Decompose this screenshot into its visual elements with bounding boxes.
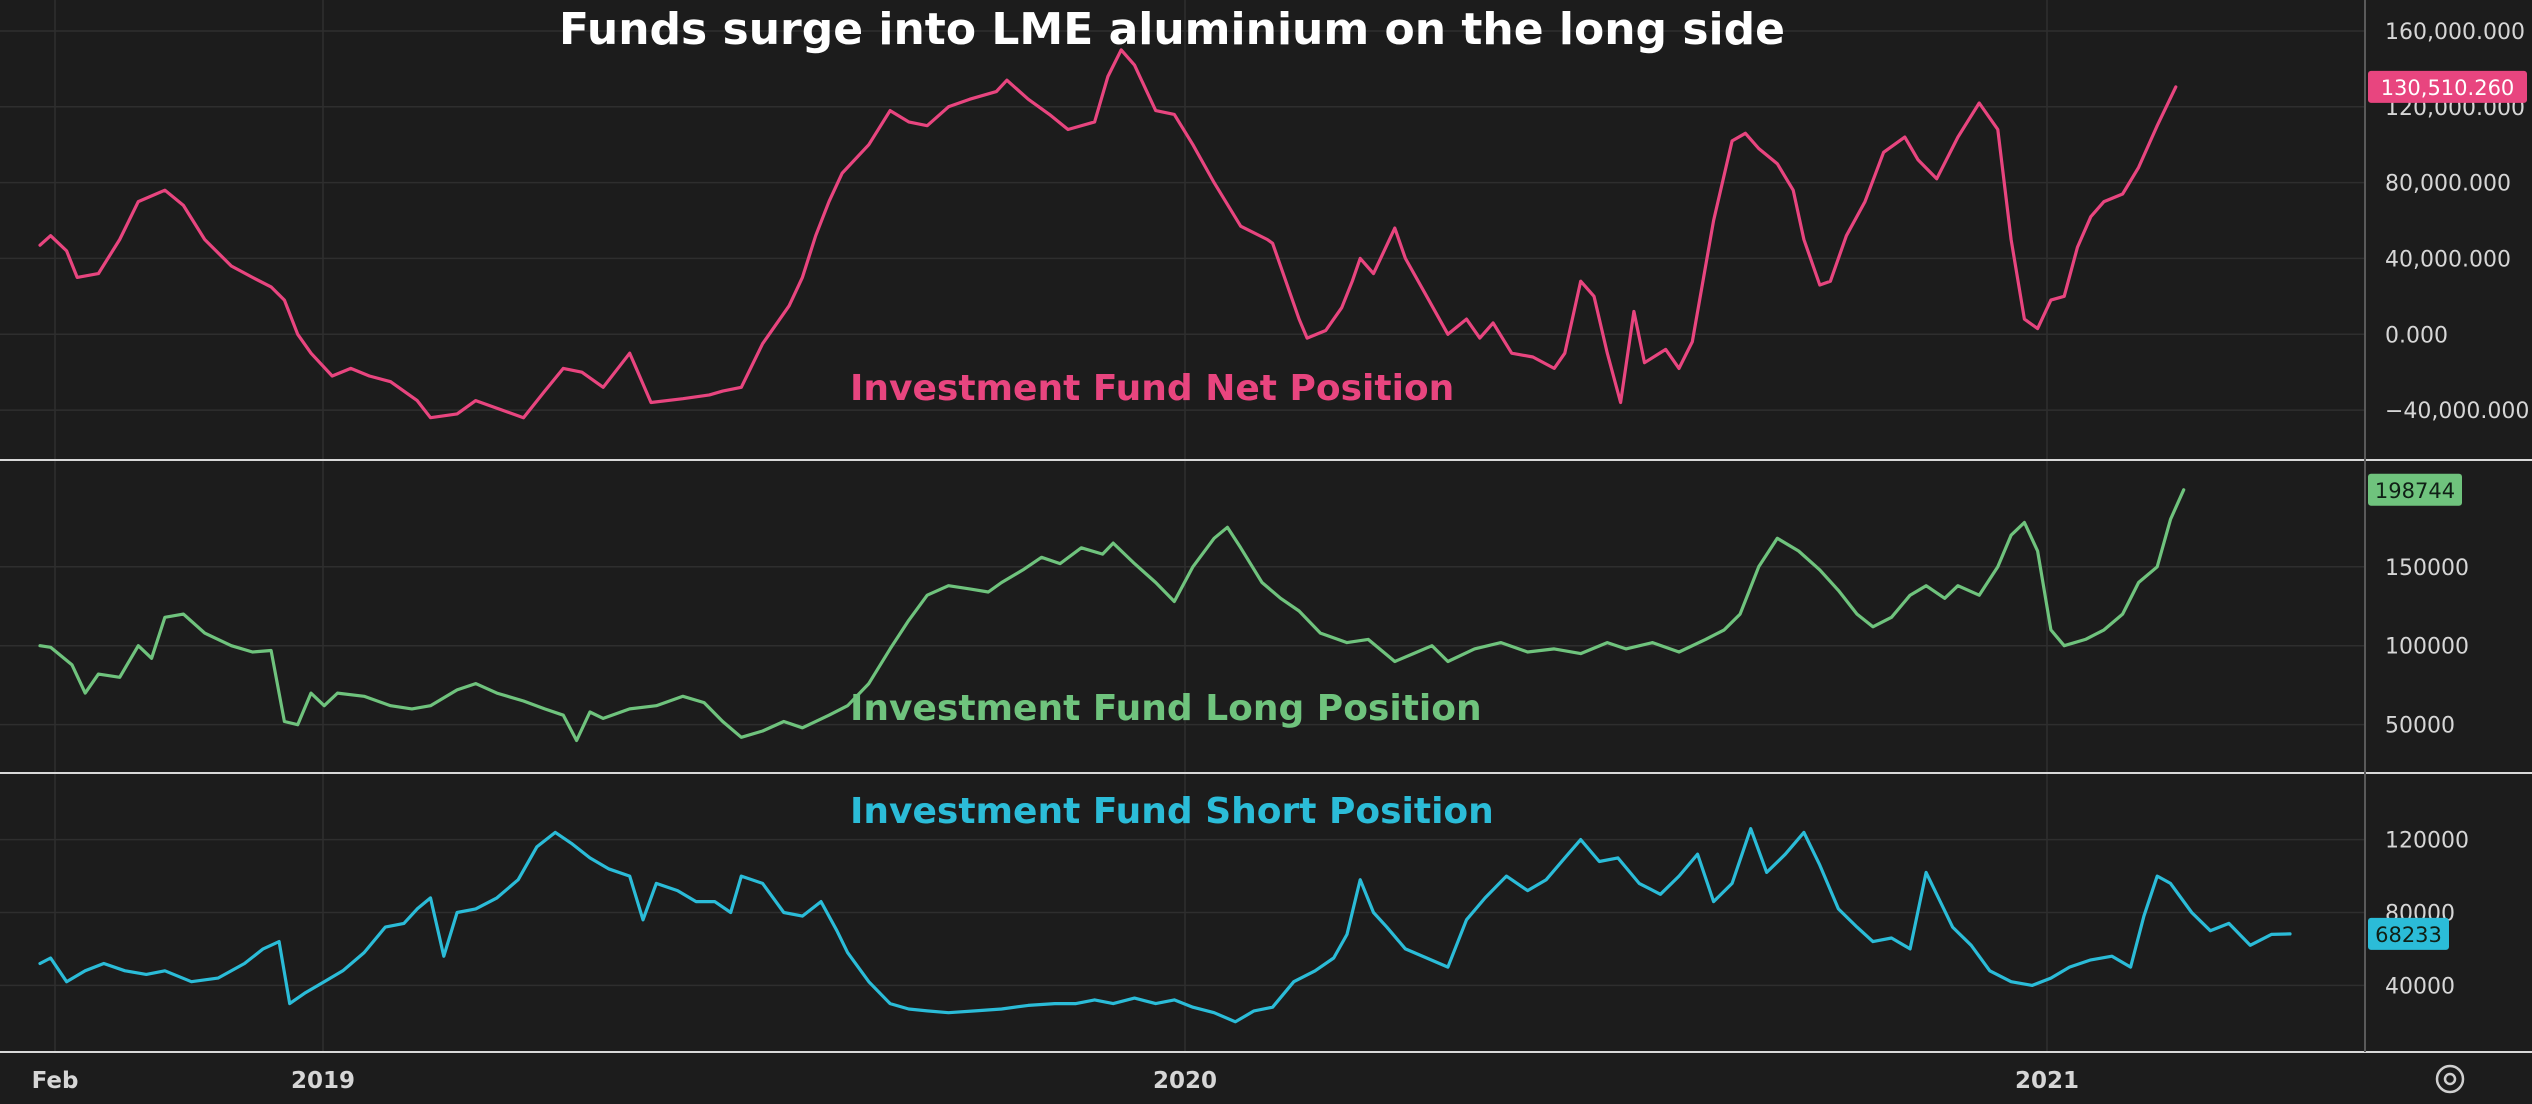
y-tick-label: 100000: [2385, 635, 2469, 660]
y-tick-label: 0.000: [2385, 323, 2448, 348]
y-tick-label: 40000: [2385, 974, 2455, 999]
x-tick-label: 2019: [291, 1068, 355, 1094]
grid-lines: [0, 0, 2365, 1052]
y-tick-label: 50000: [2385, 714, 2455, 739]
last-value-badge: 130,510.260: [2368, 70, 2527, 103]
last-value-text: 68233: [2375, 923, 2442, 947]
y-tick-label: −40,000.000: [2385, 399, 2529, 424]
last-value-badge: 198744: [2368, 473, 2462, 506]
gear-icon: [2435, 1064, 2465, 1094]
last-value-text: 130,510.260: [2381, 76, 2515, 100]
last-value-badge-bg: [2368, 70, 2527, 103]
y-tick-label: 160,000.000: [2385, 20, 2525, 45]
series-line-0: [38, 48, 2178, 420]
y-tick-label: 80,000.000: [2385, 172, 2511, 197]
series-line-1: [38, 488, 2186, 743]
settings-button[interactable]: [2435, 1064, 2465, 1094]
long-position-label: Investment Fund Long Position: [850, 688, 1482, 729]
series-line-2: [38, 827, 2292, 1024]
last-value-badge: 68233: [2368, 917, 2449, 950]
net-position-label: Investment Fund Net Position: [850, 368, 1454, 409]
last-value-badge-bg: [2368, 473, 2462, 506]
x-tick-label: 2021: [2015, 1068, 2079, 1094]
chart-title: Funds surge into LME aluminium on the lo…: [559, 4, 1785, 55]
last-value-badge-bg: [2368, 917, 2449, 950]
last-value-text: 198744: [2375, 479, 2455, 503]
short-position-label: Investment Fund Short Position: [850, 791, 1494, 832]
y-tick-label: 120000: [2385, 829, 2469, 854]
x-tick-label: Feb: [32, 1068, 79, 1094]
series-lines: [38, 48, 2292, 1024]
y-tick-label: 40,000.000: [2385, 247, 2511, 272]
x-tick-label: 2020: [1153, 1068, 1217, 1094]
y-tick-label: 150000: [2385, 556, 2469, 581]
